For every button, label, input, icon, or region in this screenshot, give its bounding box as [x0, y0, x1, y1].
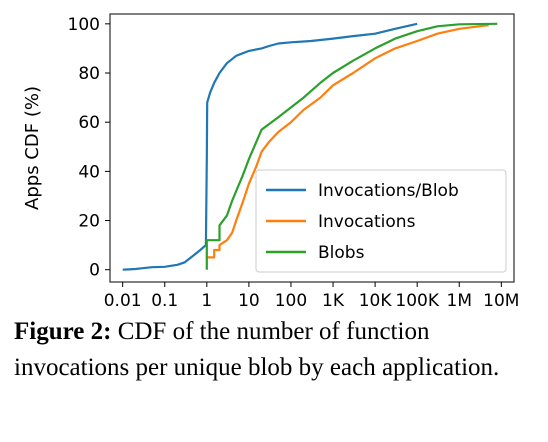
y-tick-label-4: 80 — [78, 64, 100, 84]
x-tick-label-6: 10K — [359, 291, 393, 311]
x-tick-label-1: 0.1 — [151, 291, 178, 311]
x-tick-label-2: 1 — [201, 291, 212, 311]
legend-label-0: Invocations/Blob — [318, 181, 459, 201]
y-tick-label-3: 60 — [78, 113, 100, 133]
y-tick-label-5: 100 — [68, 15, 100, 35]
series-line-0 — [122, 22, 418, 271]
x-tick-label-9: 10M — [483, 291, 519, 311]
y-axis-ticks: 0 20 40 60 80 100 — [68, 15, 110, 281]
legend: Invocations/Blob Invocations Blobs — [255, 169, 507, 273]
series-layer — [122, 22, 498, 271]
plot-frame — [109, 13, 515, 283]
caption-text: CDF of the number of function invocation… — [14, 318, 500, 381]
x-axis-ticks: 0.01 0.1 1 10 100 1K 10K 100K 1M 10M — [104, 282, 519, 311]
legend-box — [255, 169, 507, 273]
legend-label-1: Invocations — [318, 212, 416, 232]
y-tick-label-2: 40 — [78, 162, 100, 182]
series-line-2 — [205, 22, 498, 270]
y-tick-label-0: 0 — [89, 261, 100, 281]
cdf-chart: 0.01 0.1 1 10 100 1K 10K 100K 1M 10M 0 20 40 60 80 100… — [22, 13, 519, 311]
x-tick-label-7: 100K — [395, 291, 439, 311]
x-tick-label-3: 10 — [238, 291, 260, 311]
x-tick-label-8: 1M — [447, 291, 472, 311]
x-tick-label-5: 1K — [322, 291, 345, 311]
x-tick-label-0: 0.01 — [104, 291, 142, 311]
figure-caption: Figure 2: CDF of the number of function … — [14, 314, 534, 386]
caption-label: Figure 2: — [14, 318, 112, 345]
x-tick-label-4: 100 — [275, 291, 307, 311]
y-axis-label: Apps CDF (%) — [22, 86, 43, 210]
y-tick-label-1: 20 — [78, 212, 100, 232]
series-line-1 — [206, 24, 489, 259]
legend-label-2: Blobs — [318, 243, 365, 263]
